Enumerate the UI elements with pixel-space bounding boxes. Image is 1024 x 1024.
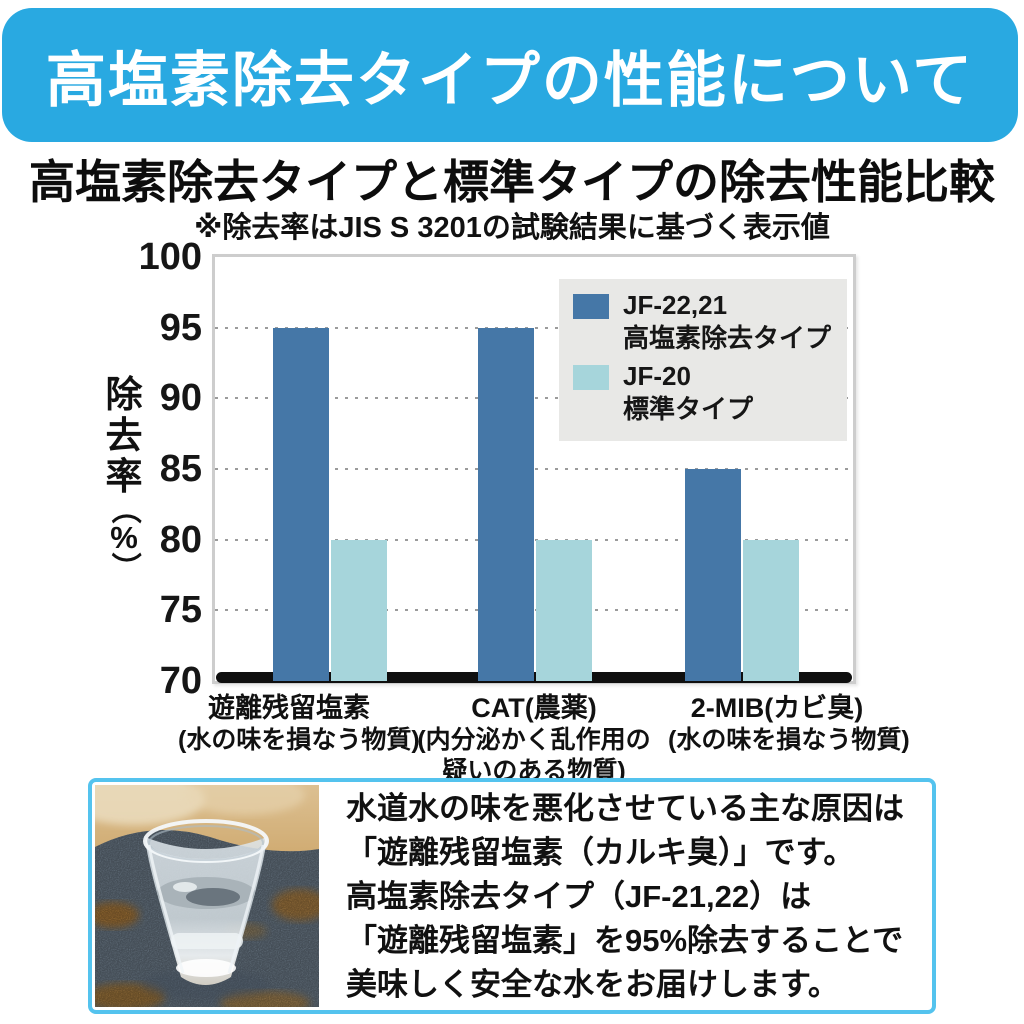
bar-series1-cat3 bbox=[685, 469, 741, 681]
legend-series-subtitle: 標準タイプ bbox=[623, 394, 754, 424]
y-axis-label-char: 除 bbox=[105, 374, 143, 415]
category-subname: (水の味を損なう物質) bbox=[178, 726, 420, 754]
legend-series-name: JF-20 bbox=[623, 361, 691, 391]
category-name: 遊離残留塩素 bbox=[208, 693, 370, 723]
info-box: 水道水の味を悪化させている主な原因は 「遊離残留塩素（カルキ臭）」です。 高塩素除去… bbox=[88, 778, 936, 1014]
legend-series-name: JF-22,21 bbox=[623, 290, 728, 320]
info-text-line-4: 「遊離残留塩素」を95%除去することで bbox=[346, 923, 904, 958]
info-text-line-2: 「遊離残留塩素（カルキ臭）」です。 bbox=[346, 835, 855, 870]
header-banner: 高塩素除去タイプの性能について bbox=[2, 8, 1018, 142]
gridline-95 bbox=[215, 326, 853, 329]
category-label-2: CAT(農薬) (内分泌かく乱作用の 疑いのある物質) bbox=[400, 692, 668, 787]
bar-series2-cat2 bbox=[536, 539, 592, 681]
y-axis-label-char: ） bbox=[108, 552, 141, 582]
category-label-1: 遊離残留塩素 (水の味を損なう物質) bbox=[178, 692, 420, 787]
gridline-75 bbox=[215, 609, 853, 612]
water-glass-photo bbox=[95, 785, 319, 1007]
legend-row-2: JF-20 標準タイプ bbox=[573, 360, 833, 426]
chart-legend: JF-22,21 高塩素除去タイプ JF-20 標準タイプ bbox=[559, 279, 847, 441]
x-axis-line bbox=[216, 672, 852, 683]
info-text-line-3: 高塩素除去タイプ（JF-21,22）は bbox=[346, 879, 812, 914]
header-title: 高塩素除去タイプの性能について bbox=[45, 46, 975, 114]
y-axis-label-char: % bbox=[110, 520, 138, 555]
y-axis-label-char: 去 bbox=[105, 415, 143, 456]
y-tick-label: 75 bbox=[159, 589, 202, 632]
gridline-90 bbox=[215, 397, 853, 400]
category-name: 2-MIB(カビ臭) bbox=[690, 693, 864, 723]
bar-series2-cat1 bbox=[331, 539, 387, 681]
legend-series-subtitle: 高塩素除去タイプ bbox=[623, 323, 832, 353]
legend-label-1: JF-22,21 高塩素除去タイプ bbox=[623, 289, 831, 355]
gridline-80 bbox=[215, 538, 853, 541]
y-axis-label-char: （ bbox=[108, 494, 141, 524]
y-axis-label: 除去率（%） bbox=[100, 374, 148, 582]
section-title: 高塩素除去タイプと標準タイプの除去性能比較 bbox=[29, 156, 995, 208]
legend-swatch-1 bbox=[573, 294, 609, 319]
category-name: CAT(農薬) bbox=[471, 693, 597, 723]
category-subname: (内分泌かく乱作用の bbox=[417, 726, 651, 754]
y-tick-label: 95 bbox=[159, 306, 202, 349]
bar-series1-cat2 bbox=[478, 327, 534, 681]
x-axis-category-labels: 遊離残留塩素 (水の味を損なう物質) CAT(農薬) (内分泌かく乱作用の 疑いのある物… bbox=[178, 692, 910, 787]
legend-label-2: JF-20 標準タイプ bbox=[623, 360, 753, 426]
category-label-3: 2-MIB(カビ臭) (水の味を損なう物質) bbox=[668, 692, 910, 787]
bar-series2-cat3 bbox=[743, 539, 799, 681]
gridline-85 bbox=[215, 468, 853, 470]
bar-series1-cat1 bbox=[273, 327, 329, 681]
plot-area: JF-22,21 高塩素除去タイプ JF-20 標準タイプ bbox=[212, 254, 856, 684]
category-subname: (水の味を損なう物質) bbox=[668, 726, 910, 754]
info-text: 水道水の味を悪化させている主な原因は 「遊離残留塩素（カルキ臭）」です。 高塩素除去… bbox=[346, 787, 904, 1007]
legend-swatch-2 bbox=[573, 365, 609, 390]
info-text-line-5: 美味しく安全な水をお届けします。 bbox=[346, 967, 839, 1002]
legend-row-1: JF-22,21 高塩素除去タイプ bbox=[573, 289, 833, 355]
y-axis-label-char: 率 bbox=[105, 456, 143, 497]
info-text-line-1: 水道水の味を悪化させている主な原因は bbox=[346, 791, 904, 826]
section-note: ※除去率はJIS S 3201の試験結果に基づく表示値 bbox=[194, 212, 830, 244]
